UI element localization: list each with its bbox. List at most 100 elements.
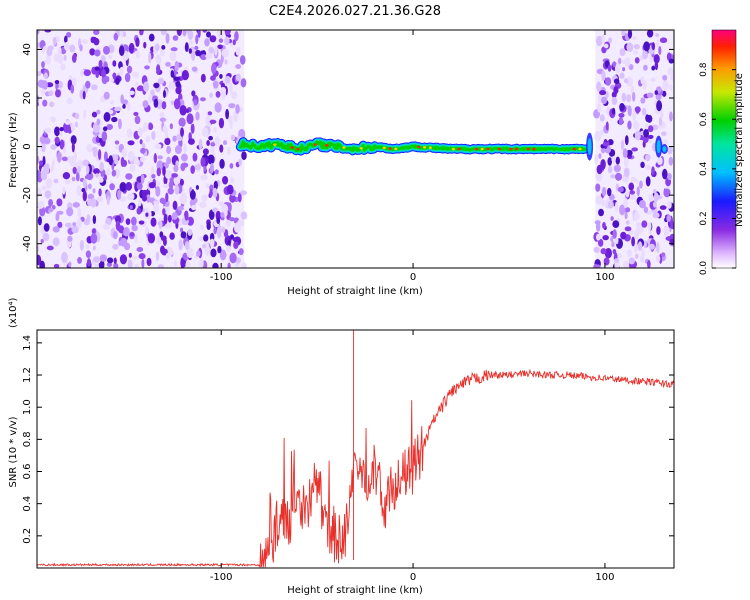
noise-speck — [668, 58, 674, 64]
signal-peak — [474, 147, 478, 151]
noise-speck — [602, 142, 609, 147]
signal-spike-core — [662, 146, 667, 152]
noise-speck — [47, 45, 54, 51]
noise-speck — [202, 30, 208, 33]
noise-speck — [195, 111, 200, 121]
noise-speck — [44, 190, 52, 199]
noise-speck — [229, 193, 236, 203]
noise-speck — [213, 180, 218, 190]
noise-speck — [155, 43, 160, 52]
noise-speck — [61, 156, 68, 162]
noise-speck — [50, 164, 54, 173]
noise-speck — [240, 190, 248, 196]
noise-speck — [172, 200, 178, 211]
noise-speck — [164, 169, 172, 179]
noise-speck — [160, 30, 167, 36]
noise-speck — [45, 178, 53, 189]
noise-speck — [173, 76, 181, 81]
noise-speck — [224, 30, 232, 36]
noise-speck — [37, 200, 45, 209]
signal-peak — [342, 146, 346, 149]
noise-speck — [634, 130, 641, 141]
noise-speck — [162, 208, 166, 216]
noise-speck — [611, 96, 618, 106]
noise-speck — [652, 189, 657, 194]
noise-speck — [53, 263, 60, 268]
noise-speck — [169, 232, 175, 240]
signal-peak — [394, 147, 398, 151]
noise-speck — [42, 99, 48, 107]
noise-speck — [172, 35, 179, 41]
noise-speck — [213, 127, 217, 133]
noise-speck — [595, 183, 601, 192]
noise-speck — [174, 145, 182, 155]
noise-speck — [173, 260, 177, 267]
noise-speck — [206, 139, 210, 147]
noise-speck — [38, 160, 44, 166]
noise-speck — [131, 224, 138, 232]
noise-speck — [224, 75, 231, 84]
noise-speck — [219, 158, 225, 169]
noise-speck — [151, 131, 156, 140]
spectrogram-x-tick-label: 100 — [595, 272, 614, 283]
noise-speck — [74, 112, 80, 120]
noise-speck — [115, 77, 120, 85]
noise-speck — [634, 228, 640, 240]
noise-speck — [222, 175, 229, 185]
signal-peak — [422, 146, 427, 149]
noise-speck — [128, 90, 135, 96]
spectrogram-y-tick-label: 20 — [22, 92, 33, 105]
noise-speck — [108, 155, 113, 166]
noise-speck — [226, 184, 234, 195]
noise-speck — [155, 251, 160, 261]
noise-speck — [594, 264, 601, 268]
noise-speck — [146, 257, 152, 267]
noise-speck — [175, 86, 182, 95]
noise-speck — [219, 144, 224, 153]
noise-speck — [191, 90, 196, 97]
noise-speck — [178, 239, 183, 251]
noise-speck — [63, 41, 70, 51]
noise-speck — [618, 112, 625, 118]
noise-speck — [162, 165, 166, 176]
noise-speck — [153, 202, 160, 213]
noise-speck — [166, 156, 172, 165]
noise-speck — [41, 61, 45, 68]
noise-speck — [636, 186, 640, 197]
noise-speck — [646, 114, 653, 123]
noise-speck — [215, 91, 221, 98]
noise-speck — [620, 231, 627, 240]
noise-speck — [194, 45, 199, 50]
noise-speck — [176, 30, 182, 37]
noise-speck — [64, 222, 72, 228]
noise-speck — [155, 54, 162, 65]
noise-speck — [48, 199, 54, 207]
noise-speck — [153, 82, 160, 89]
spectrogram-y-label: Frequency (Hz) — [8, 112, 19, 188]
signal-peak — [388, 147, 392, 150]
noise-speck — [124, 72, 131, 83]
noise-speck — [46, 245, 54, 251]
noise-speck — [132, 71, 139, 78]
noise-speck — [134, 234, 138, 244]
noise-speck — [623, 156, 629, 167]
noise-speck — [214, 102, 222, 113]
noise-speck — [165, 192, 169, 203]
noise-speck — [229, 163, 234, 169]
noise-speck — [99, 254, 107, 262]
noise-speck — [235, 73, 241, 82]
noise-speck — [119, 254, 128, 265]
noise-speck — [83, 109, 87, 120]
noise-speck — [53, 178, 59, 184]
snr-series — [37, 330, 674, 568]
noise-speck — [607, 64, 612, 72]
noise-speck — [212, 262, 219, 268]
noise-speck — [42, 232, 50, 242]
noise-speck — [125, 182, 133, 191]
noise-speck — [624, 211, 628, 220]
noise-speck — [156, 167, 162, 177]
noise-speck — [170, 69, 175, 78]
noise-speck — [613, 164, 621, 173]
noise-speck — [160, 245, 165, 254]
noise-speck — [633, 50, 639, 55]
